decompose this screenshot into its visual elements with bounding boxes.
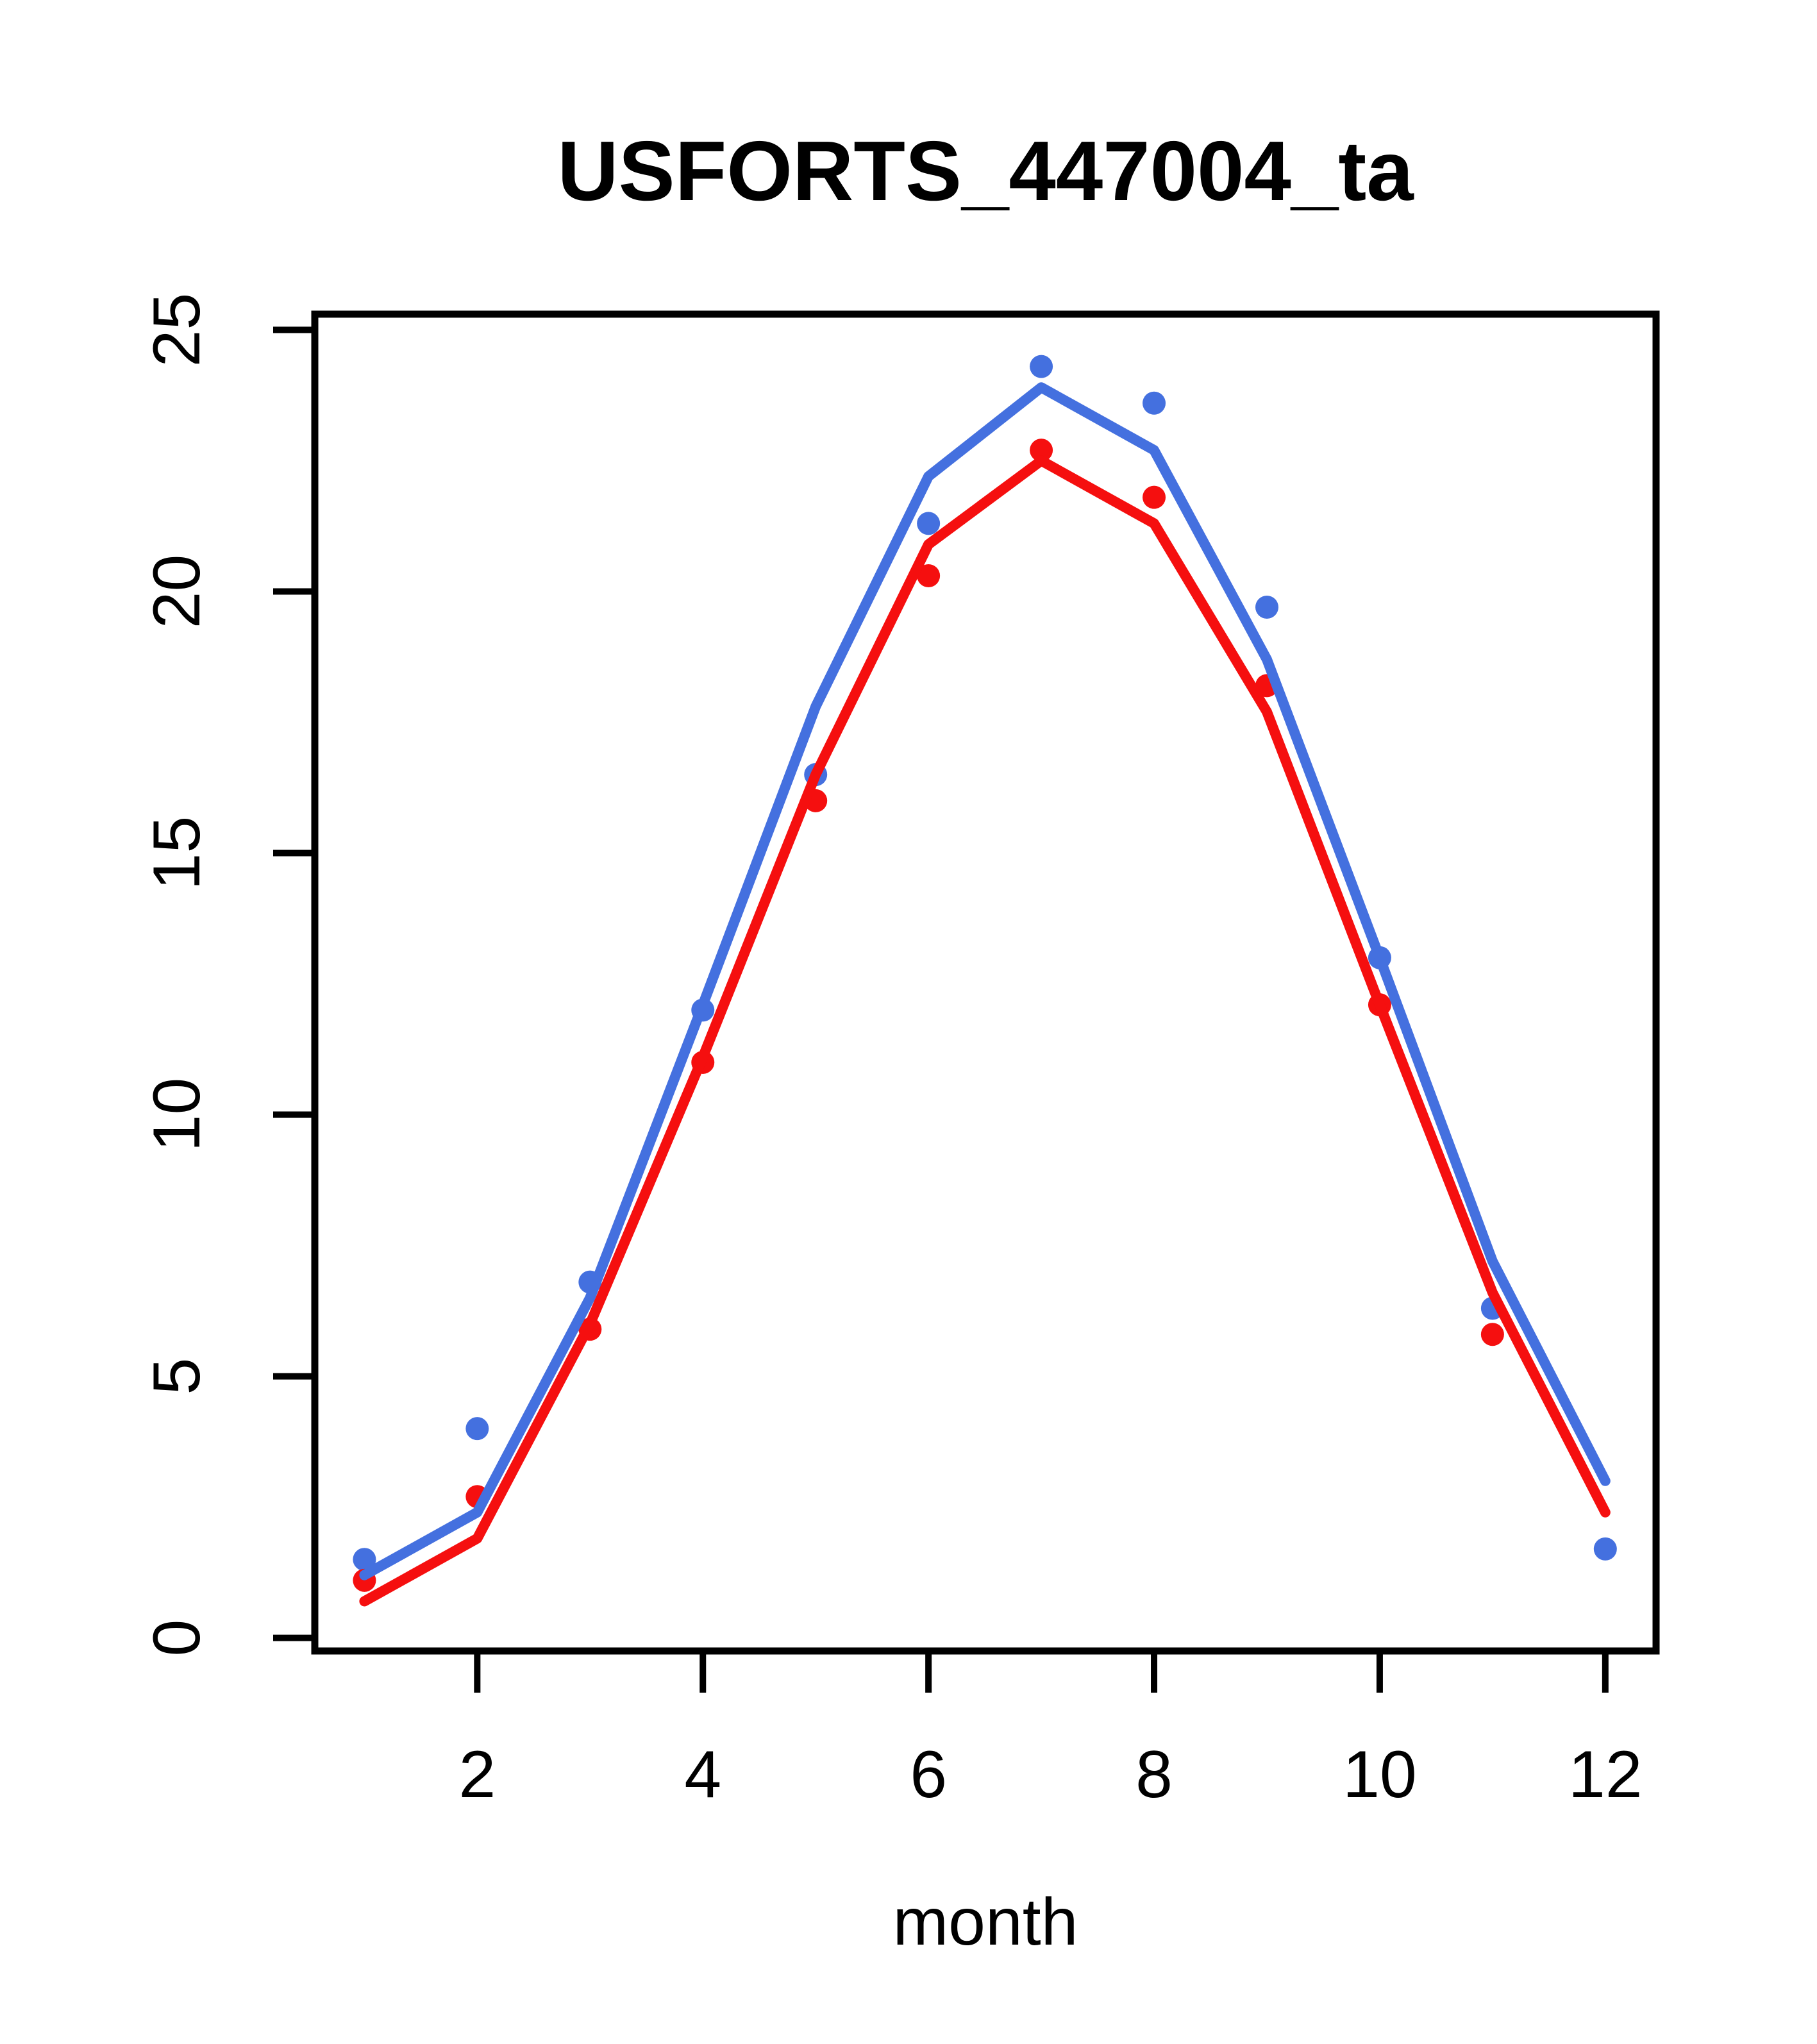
blue-points-point [1143, 391, 1166, 415]
blue-points-point [1030, 355, 1053, 378]
y-tick-label: 5 [140, 1358, 214, 1395]
red-points-point [1480, 1323, 1504, 1346]
y-tick-label: 20 [140, 555, 214, 629]
y-tick-label: 10 [140, 1078, 214, 1152]
blue-line [359, 382, 1611, 1580]
x-tick-label: 4 [684, 1738, 721, 1812]
x-axis-label: month [892, 1885, 1078, 1959]
x-tick-label: 10 [1343, 1738, 1417, 1812]
plot-area: 2 4 6 8 10 12 0 5 10 15 20 25 [140, 293, 1660, 1812]
blue-points-point [917, 512, 941, 535]
red-points-point [1143, 485, 1166, 509]
x-tick-label: 6 [910, 1738, 947, 1812]
x-tick-label: 2 [458, 1738, 496, 1812]
plot-border-box [311, 310, 1660, 1655]
red-points-point [1030, 439, 1053, 462]
red-points-point [917, 564, 941, 588]
x-tick-label: 8 [1135, 1738, 1173, 1812]
y-tick-label: 15 [140, 816, 214, 891]
blue-points-point [1255, 595, 1278, 619]
blue-points-point [465, 1417, 489, 1441]
y-tick-label: 25 [140, 293, 214, 367]
blue-points-point [1593, 1537, 1617, 1561]
x-tick-label: 12 [1568, 1738, 1643, 1812]
blue-points-point [353, 1548, 376, 1571]
chart-title: USFORTS_447004_ta [557, 124, 1414, 218]
red-line [359, 455, 1611, 1607]
y-tick-label: 0 [140, 1620, 214, 1657]
